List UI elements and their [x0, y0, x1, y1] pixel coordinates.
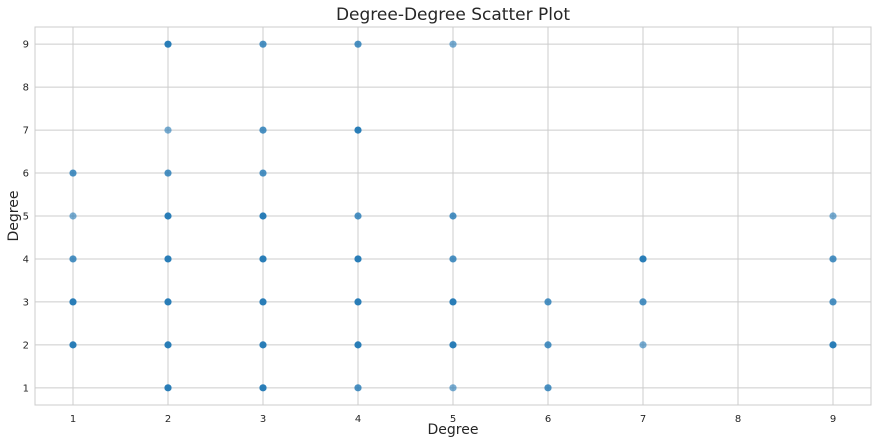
- scatter-point: [639, 341, 647, 349]
- scatter-point: [164, 212, 172, 220]
- x-tick-label: 6: [545, 414, 551, 425]
- scatter-point: [259, 212, 267, 220]
- scatter-point: [164, 169, 172, 177]
- scatter-point: [164, 298, 172, 306]
- scatter-point: [69, 298, 77, 306]
- scatter-point: [259, 341, 267, 349]
- x-tick-label: 8: [735, 414, 741, 425]
- scatter-point: [354, 40, 362, 48]
- scatter-point: [449, 40, 457, 48]
- x-tick-label: 9: [830, 414, 836, 425]
- y-tick-label: 7: [23, 126, 29, 137]
- scatter-point: [164, 126, 172, 134]
- scatter-point: [449, 298, 457, 306]
- scatter-point: [69, 212, 77, 220]
- scatter-point: [259, 40, 267, 48]
- y-tick-label: 3: [23, 297, 29, 308]
- scatter-point: [164, 40, 172, 48]
- scatter-point: [259, 384, 267, 392]
- scatter-point: [544, 384, 552, 392]
- scatter-point: [449, 384, 457, 392]
- scatter-point: [639, 255, 647, 263]
- scatter-point: [164, 384, 172, 392]
- x-axis-label: Degree: [428, 422, 479, 438]
- x-tick-label: 7: [640, 414, 646, 425]
- y-axis-label: Degree: [6, 191, 22, 242]
- y-tick-labels: 1 2 3 4 5 6 7 8 9: [23, 40, 29, 395]
- scatter-point: [829, 298, 837, 306]
- scatter-point: [354, 126, 362, 134]
- scatter-point: [449, 341, 457, 349]
- y-tick-label: 5: [23, 212, 29, 223]
- chart-title: Degree-Degree Scatter Plot: [336, 5, 570, 25]
- scatter-point: [69, 169, 77, 177]
- y-tick-label: 6: [23, 169, 29, 180]
- scatter-point: [354, 255, 362, 263]
- x-tick-label: 2: [165, 414, 171, 425]
- scatter-point: [259, 255, 267, 263]
- x-tick-label: 3: [260, 414, 266, 425]
- scatter-point: [259, 126, 267, 134]
- x-tick-label: 1: [70, 414, 76, 425]
- scatter-point: [829, 341, 837, 349]
- scatter-point: [69, 255, 77, 263]
- scatter-point: [544, 298, 552, 306]
- scatter-point: [544, 341, 552, 349]
- scatter-point: [259, 298, 267, 306]
- y-tick-label: 4: [23, 254, 29, 265]
- x-tick-labels: 1 2 3 4 5 6 7 8 9: [70, 414, 836, 425]
- scatter-point: [829, 212, 837, 220]
- scatter-point: [164, 255, 172, 263]
- scatter-point: [164, 341, 172, 349]
- scatter-point: [354, 341, 362, 349]
- x-tick-label: 4: [355, 414, 361, 425]
- data-points: [69, 40, 837, 392]
- scatter-point: [449, 212, 457, 220]
- scatter-point: [69, 341, 77, 349]
- scatter-point: [354, 298, 362, 306]
- y-tick-label: 9: [23, 40, 29, 51]
- scatter-point: [829, 255, 837, 263]
- scatter-point: [354, 384, 362, 392]
- y-tick-label: 1: [23, 383, 29, 394]
- x-tick-label: 5: [450, 414, 456, 425]
- scatter-point: [354, 212, 362, 220]
- scatter-point: [449, 255, 457, 263]
- y-tick-label: 8: [23, 83, 29, 94]
- scatter-point: [259, 169, 267, 177]
- y-tick-label: 2: [23, 340, 29, 351]
- scatter-point: [639, 298, 647, 306]
